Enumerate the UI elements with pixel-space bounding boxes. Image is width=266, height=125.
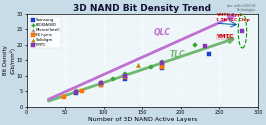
Point xyxy=(98,82,103,84)
Point xyxy=(61,96,66,98)
Point xyxy=(193,44,197,46)
Point xyxy=(160,62,164,64)
Point xyxy=(80,90,84,92)
Point xyxy=(123,76,127,78)
Point xyxy=(123,75,127,77)
Point xyxy=(98,82,103,84)
Point xyxy=(98,84,103,86)
Point xyxy=(160,61,164,63)
Point xyxy=(123,73,127,75)
Point xyxy=(74,89,78,91)
Point xyxy=(111,78,115,80)
Point xyxy=(74,91,78,93)
Point xyxy=(98,84,103,86)
Text: QLC: QLC xyxy=(154,28,171,37)
Point xyxy=(123,75,127,77)
Point xyxy=(123,78,127,80)
Point xyxy=(203,45,207,47)
X-axis label: Number of 3D NAND Active Layers: Number of 3D NAND Active Layers xyxy=(88,116,197,121)
Point xyxy=(160,67,164,69)
Text: doc: arXiv:2503.03
Technologies: doc: arXiv:2503.03 Technologies xyxy=(227,4,256,12)
Point xyxy=(240,30,244,32)
Text: YMTC: YMTC xyxy=(216,34,234,39)
Point xyxy=(135,64,140,66)
Point xyxy=(206,53,211,55)
Title: 3D NAND Bit Density Trend: 3D NAND Bit Density Trend xyxy=(73,4,211,13)
Point xyxy=(74,92,78,94)
Y-axis label: Bit Density
(Gb/mm²): Bit Density (Gb/mm²) xyxy=(3,45,15,75)
Legend: Samsung, KIOXIA/WD, Micron(Intel), SK hynix, Solidigm, YMTC: Samsung, KIOXIA/WD, Micron(Intel), SK hy… xyxy=(31,17,61,48)
Point xyxy=(160,66,164,68)
Point xyxy=(98,81,103,83)
Text: YMTC 2yyL
1 Tb TLC Chip: YMTC 2yyL 1 Tb TLC Chip xyxy=(216,13,250,22)
Point xyxy=(160,62,164,64)
Text: TLC: TLC xyxy=(169,50,185,59)
Point xyxy=(149,66,153,68)
Point xyxy=(98,81,103,83)
